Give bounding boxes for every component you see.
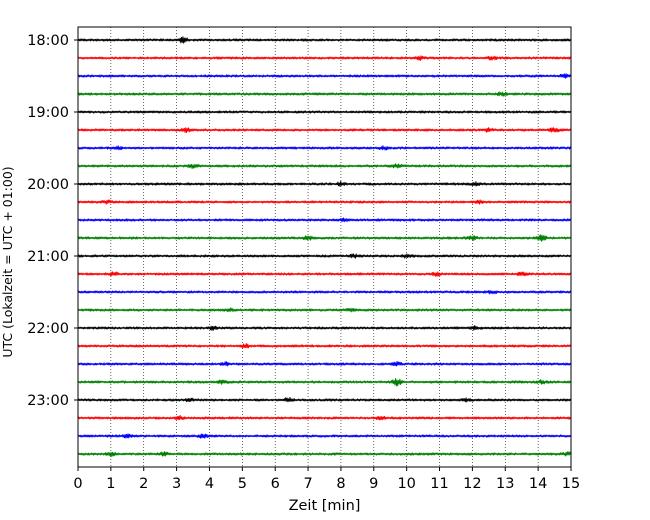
trace-2345: [77, 451, 572, 457]
trace-1830: [77, 73, 572, 79]
trace-2045: [77, 234, 572, 242]
x-tick-label-7: 7: [303, 476, 312, 492]
trace-2300: [77, 396, 572, 403]
x-tick-label-0: 0: [73, 476, 82, 492]
trace-1945: [77, 163, 572, 170]
y-tick-label-1900: 19:00: [27, 105, 69, 121]
y-tick-label-2200: 22:00: [27, 321, 69, 337]
x-tick-label-4: 4: [205, 476, 214, 492]
plot-frame: [77, 26, 572, 468]
y-tick-label-2000: 20:00: [27, 177, 69, 193]
trace-1930: [77, 145, 572, 151]
trace-2130: [77, 290, 572, 295]
trace-1845: [77, 91, 572, 97]
y-axis-title: UTC (Lokalzeit = UTC + 01:00): [0, 166, 15, 357]
y-tick-label-1800: 18:00: [27, 33, 69, 49]
x-tick-label-6: 6: [271, 476, 280, 492]
seismic-traces: [77, 36, 572, 457]
trace-2015: [77, 199, 572, 205]
trace-2200: [77, 325, 572, 331]
trace-2230: [77, 360, 572, 367]
trace-1900: [77, 110, 572, 114]
trace-1915: [77, 127, 572, 134]
trace-2100: [77, 253, 572, 259]
x-tick-label-15: 15: [562, 476, 580, 492]
x-tick-label-11: 11: [430, 476, 448, 492]
x-axis-ticks: 0 1 2 3 4 5 6 7 8 9 10 11 12 13 14 15: [73, 467, 580, 492]
x-tick-label-10: 10: [397, 476, 415, 492]
y-axis-ticks: 18:00 19:00 20:00 21:00 22:00 23:00: [27, 33, 78, 409]
x-tick-label-8: 8: [336, 476, 345, 492]
x-tick-label-12: 12: [463, 476, 481, 492]
x-tick-label-14: 14: [529, 476, 547, 492]
trace-2145: [77, 307, 572, 313]
x-tick-label-1: 1: [106, 476, 115, 492]
x-axis-title: Zeit [min]: [289, 498, 361, 514]
x-tick-label-3: 3: [172, 476, 181, 492]
x-tick-label-5: 5: [238, 476, 247, 492]
trace-1815: [77, 55, 572, 62]
trace-2030: [77, 217, 572, 223]
x-tick-label-13: 13: [496, 476, 514, 492]
trace-2000: [77, 181, 572, 187]
trace-2330: [77, 433, 572, 439]
grid-lines: [110, 27, 539, 467]
trace-2115: [77, 271, 572, 277]
trace-2315: [77, 414, 572, 421]
y-tick-label-2300: 23:00: [27, 393, 69, 409]
y-tick-label-2100: 21:00: [27, 249, 69, 265]
x-tick-label-9: 9: [369, 476, 378, 492]
trace-1800: [77, 36, 572, 44]
x-tick-label-2: 2: [139, 476, 148, 492]
trace-2245: [77, 378, 572, 387]
trace-2215: [77, 343, 572, 349]
